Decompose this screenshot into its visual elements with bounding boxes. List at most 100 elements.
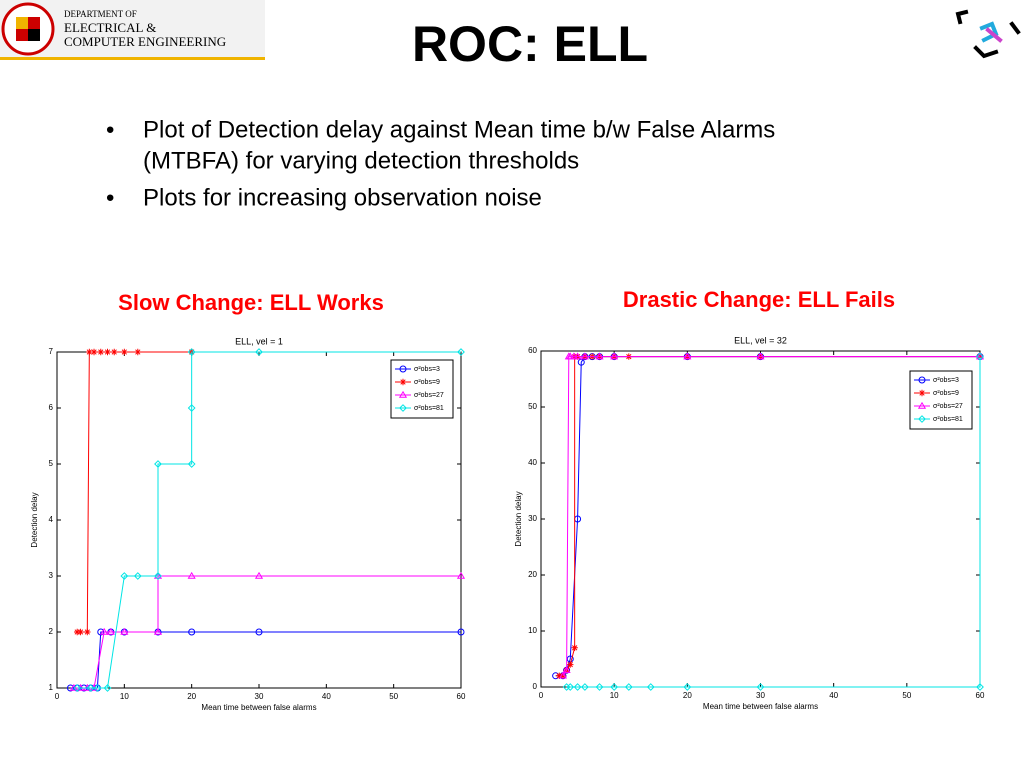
legend-label: σ²obs=9	[414, 379, 440, 386]
x-tick-label: 30	[756, 691, 765, 700]
y-tick-label: 2	[49, 627, 54, 636]
x-tick-label: 0	[539, 691, 544, 700]
y-axis-label: Detection delay	[514, 491, 523, 546]
marker	[254, 571, 264, 579]
marker	[573, 352, 582, 360]
y-tick-label: 50	[528, 402, 537, 411]
marker	[556, 672, 563, 679]
y-tick-label: 4	[49, 515, 54, 524]
legend-marker	[918, 415, 926, 423]
legend-marker	[399, 365, 407, 373]
x-tick-label: 60	[457, 692, 466, 701]
logo-text: COMPUTER ENGINEERING	[64, 34, 226, 49]
marker	[562, 666, 571, 673]
marker	[73, 684, 82, 692]
y-tick-label: 7	[49, 347, 54, 356]
bullet-text: Plots for increasing observation noise	[143, 184, 542, 211]
marker	[566, 683, 575, 691]
logo-text: DEPARTMENT OF	[64, 9, 137, 19]
marker	[187, 348, 196, 356]
legend-label: σ²obs=27	[414, 392, 444, 399]
legend-marker	[398, 390, 408, 398]
marker	[187, 571, 196, 579]
legend-label: σ²obs=3	[933, 377, 959, 384]
logo-seal-part	[16, 17, 28, 29]
x-axis-label: Mean time between false alarms	[703, 702, 818, 711]
marker	[154, 572, 162, 580]
marker	[69, 683, 78, 691]
y-tick-label: 10	[528, 626, 537, 635]
marker	[134, 348, 141, 356]
marker	[457, 348, 465, 356]
marker	[90, 348, 98, 356]
marker	[255, 348, 263, 356]
series-line	[77, 351, 461, 689]
marker	[756, 683, 765, 691]
marker	[104, 348, 111, 356]
logo-stroke	[955, 9, 969, 25]
x-tick-label: 0	[55, 692, 60, 701]
marker	[97, 348, 104, 356]
x-tick-label: 20	[187, 692, 196, 701]
corner-logo	[955, 9, 1021, 59]
logo-seal-part	[16, 29, 28, 41]
marker	[187, 404, 196, 412]
legend-label: σ²obs=3	[414, 366, 440, 373]
marker	[595, 683, 604, 691]
marker	[976, 352, 984, 361]
legend-marker	[918, 376, 926, 384]
marker	[567, 661, 574, 668]
legend-marker	[399, 378, 407, 386]
y-tick-label: 1	[49, 683, 54, 692]
marker	[111, 348, 118, 356]
logo-stroke	[979, 21, 999, 43]
x-tick-label: 50	[902, 691, 911, 700]
y-tick-label: 5	[49, 459, 54, 468]
marker	[624, 683, 633, 691]
legend-label: σ²obs=9	[933, 390, 959, 397]
logo-text: ELECTRICAL &	[64, 20, 156, 35]
y-tick-label: 40	[528, 458, 537, 467]
legend-label: σ²obs=27	[933, 403, 963, 410]
marker	[188, 628, 196, 636]
logo-seal-part	[28, 17, 40, 29]
marker	[580, 352, 589, 360]
marker	[573, 683, 582, 691]
marker	[120, 572, 129, 580]
legend-label: σ²obs=81	[933, 416, 963, 423]
marker	[756, 352, 765, 360]
marker	[610, 683, 619, 691]
x-tick-label: 20	[683, 691, 692, 700]
x-tick-label: 10	[610, 691, 619, 700]
x-tick-label: 10	[120, 692, 129, 701]
y-tick-label: 3	[49, 571, 54, 580]
marker	[84, 628, 91, 636]
legend-marker	[917, 401, 927, 409]
marker	[154, 460, 162, 468]
marker	[456, 571, 466, 579]
marker	[93, 684, 102, 692]
bullet-dot: •	[106, 116, 114, 143]
marker	[255, 628, 263, 636]
marker	[610, 352, 619, 360]
x-tick-label: 50	[389, 692, 398, 701]
marker	[74, 628, 81, 636]
marker	[103, 684, 112, 692]
marker	[77, 628, 84, 636]
legend-marker	[399, 404, 407, 412]
marker	[976, 683, 984, 691]
marker	[153, 627, 163, 635]
marker	[86, 684, 95, 692]
chart-caption: Slow Change: ELL Works	[118, 290, 384, 315]
y-tick-label: 30	[528, 514, 537, 523]
chart-title: ELL, vel = 32	[734, 335, 787, 345]
logo-seal-part	[28, 29, 40, 41]
bullet-text: (MTBFA) for varying detection thresholds	[143, 147, 579, 174]
marker	[86, 348, 93, 356]
logo-stroke	[1009, 21, 1021, 35]
marker	[100, 627, 109, 635]
marker	[187, 460, 196, 468]
marker	[683, 352, 692, 360]
